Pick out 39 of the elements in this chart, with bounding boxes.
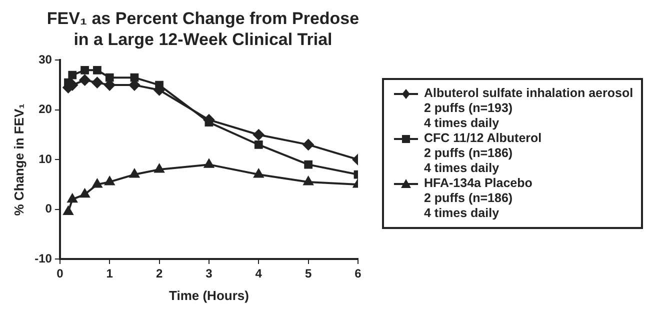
point — [254, 140, 263, 149]
point — [253, 129, 264, 140]
y-tick-label: 10 — [38, 152, 52, 166]
point — [304, 160, 313, 169]
point — [80, 188, 90, 198]
point — [93, 66, 102, 74]
point — [303, 176, 314, 186]
point — [254, 169, 264, 178]
point — [130, 169, 140, 178]
y-tick-label: -10 — [34, 251, 52, 266]
legend-label: CFC 11/12 Albuterol 2 puffs (n=186) 4 times daily — [424, 131, 542, 176]
x-tick-label: 2 — [156, 266, 163, 281]
point — [67, 194, 78, 203]
y-tick-label: 20 — [38, 102, 52, 116]
point — [80, 66, 89, 74]
chart-title: FEV₁ as Percent Change from Predose in a Large 12-Week Clinical Trial — [46, 8, 360, 50]
x-tick-label: 1 — [106, 266, 114, 281]
x-tick-label: 3 — [206, 266, 213, 281]
y-axis-title: % Change in FEV₁ — [11, 103, 26, 216]
legend-label: HFA-134a Placebo 2 puffs (n=186) 4 times daily — [424, 176, 532, 221]
x-tick-label: 5 — [304, 266, 312, 281]
point — [104, 176, 115, 186]
x-axis-title: Time (Hours) — [169, 288, 249, 303]
point — [204, 159, 214, 168]
point — [154, 164, 164, 173]
point — [63, 206, 74, 216]
point — [92, 178, 102, 188]
point — [130, 73, 139, 82]
point — [79, 74, 90, 86]
y-tick-label: 0 — [45, 202, 52, 216]
legend-label: Albuterol sulfate inhalation aerosol 2 puffs (n=193) 4 times daily — [424, 86, 634, 131]
point — [92, 77, 103, 88]
x-tick-label: 6 — [354, 266, 362, 281]
point — [302, 139, 314, 150]
y-tick-label: 30 — [38, 52, 52, 67]
point — [105, 73, 114, 82]
point — [68, 70, 77, 80]
x-tick-label: 4 — [255, 266, 262, 281]
x-tick-label: 0 — [56, 266, 64, 281]
